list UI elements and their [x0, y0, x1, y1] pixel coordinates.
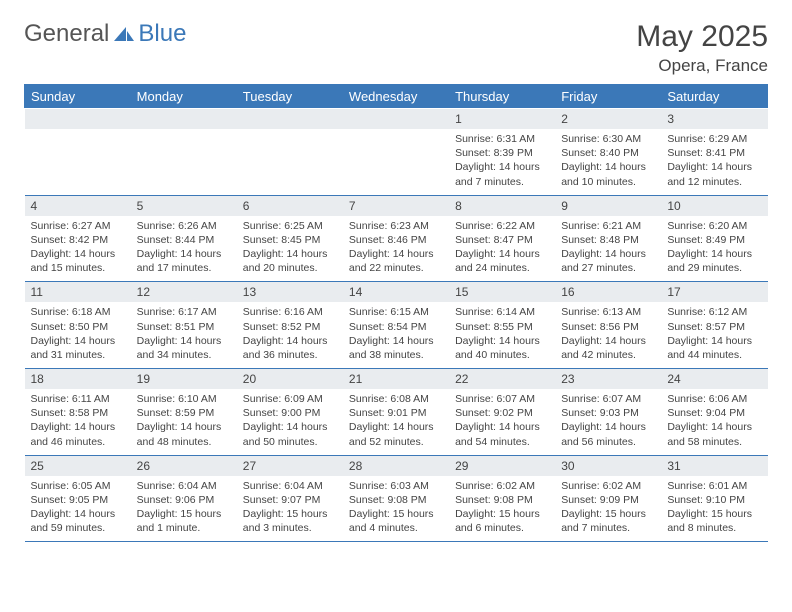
- day-detail: Sunrise: 6:14 AM Sunset: 8:55 PM Dayligh…: [449, 302, 555, 368]
- day-detail: Sunrise: 6:01 AM Sunset: 9:10 PM Dayligh…: [661, 476, 767, 542]
- day-number: 26: [131, 455, 237, 476]
- day-detail: Sunrise: 6:16 AM Sunset: 8:52 PM Dayligh…: [237, 302, 343, 368]
- calendar-table: Sunday Monday Tuesday Wednesday Thursday…: [24, 84, 768, 542]
- day-number: 13: [237, 282, 343, 303]
- day-detail: Sunrise: 6:29 AM Sunset: 8:41 PM Dayligh…: [661, 129, 767, 195]
- day-number: 10: [661, 195, 767, 216]
- day-number: 30: [555, 455, 661, 476]
- detail-row: Sunrise: 6:31 AM Sunset: 8:39 PM Dayligh…: [25, 129, 768, 195]
- logo-sail-icon: [114, 20, 134, 34]
- day-detail: Sunrise: 6:05 AM Sunset: 9:05 PM Dayligh…: [25, 476, 131, 542]
- day-detail: Sunrise: 6:08 AM Sunset: 9:01 PM Dayligh…: [343, 389, 449, 455]
- daynum-row: 11121314151617: [25, 282, 768, 303]
- day-number: 18: [25, 369, 131, 390]
- day-detail: Sunrise: 6:26 AM Sunset: 8:44 PM Dayligh…: [131, 216, 237, 282]
- day-number: 1: [449, 109, 555, 130]
- day-number: 6: [237, 195, 343, 216]
- day-detail: Sunrise: 6:22 AM Sunset: 8:47 PM Dayligh…: [449, 216, 555, 282]
- day-header: Friday: [555, 85, 661, 109]
- day-number: 17: [661, 282, 767, 303]
- location: Opera, France: [636, 56, 768, 76]
- day-number: 22: [449, 369, 555, 390]
- logo-text-1: General: [24, 20, 109, 48]
- day-detail: Sunrise: 6:07 AM Sunset: 9:02 PM Dayligh…: [449, 389, 555, 455]
- day-detail: Sunrise: 6:23 AM Sunset: 8:46 PM Dayligh…: [343, 216, 449, 282]
- day-number: 15: [449, 282, 555, 303]
- day-number: 12: [131, 282, 237, 303]
- day-number: [25, 109, 131, 130]
- day-number: 31: [661, 455, 767, 476]
- detail-row: Sunrise: 6:05 AM Sunset: 9:05 PM Dayligh…: [25, 476, 768, 542]
- day-header: Monday: [131, 85, 237, 109]
- logo: General Blue: [24, 20, 186, 48]
- day-number: 8: [449, 195, 555, 216]
- day-detail: Sunrise: 6:02 AM Sunset: 9:09 PM Dayligh…: [555, 476, 661, 542]
- day-number: 2: [555, 109, 661, 130]
- month-title: May 2025: [636, 20, 768, 54]
- day-detail: Sunrise: 6:21 AM Sunset: 8:48 PM Dayligh…: [555, 216, 661, 282]
- detail-row: Sunrise: 6:27 AM Sunset: 8:42 PM Dayligh…: [25, 216, 768, 282]
- day-detail: Sunrise: 6:13 AM Sunset: 8:56 PM Dayligh…: [555, 302, 661, 368]
- day-number: 3: [661, 109, 767, 130]
- day-number: [131, 109, 237, 130]
- day-number: 23: [555, 369, 661, 390]
- daynum-row: 25262728293031: [25, 455, 768, 476]
- day-number: 7: [343, 195, 449, 216]
- day-number: [237, 109, 343, 130]
- day-number: 24: [661, 369, 767, 390]
- day-detail: Sunrise: 6:12 AM Sunset: 8:57 PM Dayligh…: [661, 302, 767, 368]
- day-detail: [343, 129, 449, 195]
- day-detail: Sunrise: 6:07 AM Sunset: 9:03 PM Dayligh…: [555, 389, 661, 455]
- day-number: [343, 109, 449, 130]
- day-number: 25: [25, 455, 131, 476]
- day-detail: [131, 129, 237, 195]
- detail-row: Sunrise: 6:18 AM Sunset: 8:50 PM Dayligh…: [25, 302, 768, 368]
- day-number: 27: [237, 455, 343, 476]
- day-header: Wednesday: [343, 85, 449, 109]
- day-detail: Sunrise: 6:17 AM Sunset: 8:51 PM Dayligh…: [131, 302, 237, 368]
- day-header: Thursday: [449, 85, 555, 109]
- logo-text-2: Blue: [138, 20, 186, 48]
- day-number: 16: [555, 282, 661, 303]
- day-detail: Sunrise: 6:11 AM Sunset: 8:58 PM Dayligh…: [25, 389, 131, 455]
- day-number: 11: [25, 282, 131, 303]
- day-number: 28: [343, 455, 449, 476]
- day-header: Tuesday: [237, 85, 343, 109]
- day-number: 21: [343, 369, 449, 390]
- day-detail: Sunrise: 6:18 AM Sunset: 8:50 PM Dayligh…: [25, 302, 131, 368]
- day-number: 4: [25, 195, 131, 216]
- day-detail: Sunrise: 6:30 AM Sunset: 8:40 PM Dayligh…: [555, 129, 661, 195]
- day-detail: Sunrise: 6:31 AM Sunset: 8:39 PM Dayligh…: [449, 129, 555, 195]
- daynum-row: 45678910: [25, 195, 768, 216]
- day-number: 14: [343, 282, 449, 303]
- day-detail: Sunrise: 6:10 AM Sunset: 8:59 PM Dayligh…: [131, 389, 237, 455]
- day-detail: [25, 129, 131, 195]
- day-detail: Sunrise: 6:04 AM Sunset: 9:07 PM Dayligh…: [237, 476, 343, 542]
- day-detail: Sunrise: 6:03 AM Sunset: 9:08 PM Dayligh…: [343, 476, 449, 542]
- day-header-row: Sunday Monday Tuesday Wednesday Thursday…: [25, 85, 768, 109]
- day-detail: Sunrise: 6:02 AM Sunset: 9:08 PM Dayligh…: [449, 476, 555, 542]
- daynum-row: 18192021222324: [25, 369, 768, 390]
- day-detail: [237, 129, 343, 195]
- day-number: 9: [555, 195, 661, 216]
- day-detail: Sunrise: 6:09 AM Sunset: 9:00 PM Dayligh…: [237, 389, 343, 455]
- day-detail: Sunrise: 6:04 AM Sunset: 9:06 PM Dayligh…: [131, 476, 237, 542]
- day-header: Saturday: [661, 85, 767, 109]
- day-number: 5: [131, 195, 237, 216]
- day-number: 29: [449, 455, 555, 476]
- title-block: May 2025 Opera, France: [636, 20, 768, 76]
- day-detail: Sunrise: 6:20 AM Sunset: 8:49 PM Dayligh…: [661, 216, 767, 282]
- header: General Blue May 2025 Opera, France: [24, 20, 768, 76]
- day-detail: Sunrise: 6:25 AM Sunset: 8:45 PM Dayligh…: [237, 216, 343, 282]
- daynum-row: 123: [25, 109, 768, 130]
- day-header: Sunday: [25, 85, 131, 109]
- detail-row: Sunrise: 6:11 AM Sunset: 8:58 PM Dayligh…: [25, 389, 768, 455]
- day-number: 19: [131, 369, 237, 390]
- day-detail: Sunrise: 6:27 AM Sunset: 8:42 PM Dayligh…: [25, 216, 131, 282]
- day-detail: Sunrise: 6:06 AM Sunset: 9:04 PM Dayligh…: [661, 389, 767, 455]
- day-detail: Sunrise: 6:15 AM Sunset: 8:54 PM Dayligh…: [343, 302, 449, 368]
- day-number: 20: [237, 369, 343, 390]
